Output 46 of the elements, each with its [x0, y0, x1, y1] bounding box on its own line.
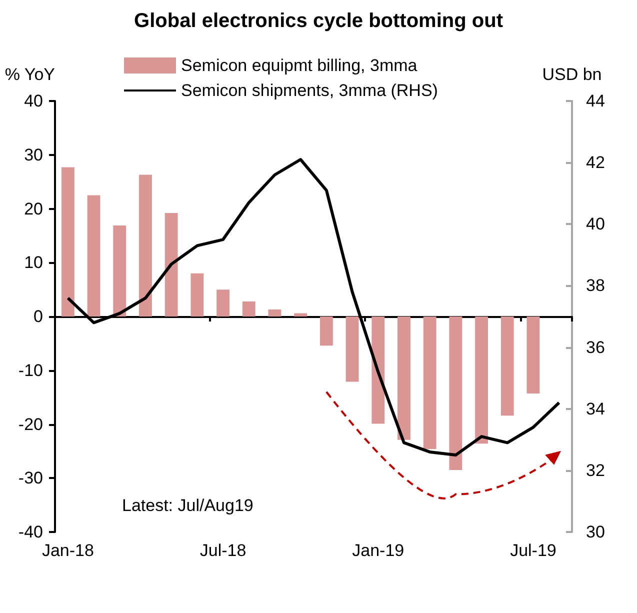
bar	[475, 316, 488, 444]
y2-tick-label: 42	[586, 153, 605, 172]
bar	[61, 167, 74, 316]
bar	[190, 273, 204, 316]
y-tick-label: 30	[24, 145, 43, 164]
bar	[449, 316, 462, 470]
bar	[164, 213, 178, 316]
y-tick-label: 10	[24, 253, 43, 272]
y-tick-label: 40	[24, 92, 43, 110]
y2-tick-label: 30	[586, 522, 605, 542]
x-tick-label: Jan-18	[42, 541, 94, 560]
chart-title: Global electronics cycle bottoming out	[134, 10, 504, 32]
y-tick-label: 0	[34, 307, 43, 326]
annotation: Latest: Jul/Aug19	[122, 496, 254, 515]
legend-label: Semicon equipmt billing, 3mma	[181, 56, 418, 75]
bar	[242, 301, 256, 316]
y2-axis-title: USD bn	[542, 65, 602, 84]
y2-tick-label: 36	[586, 338, 605, 357]
y-tick-label: -40	[18, 522, 43, 542]
y2-tick-label: 32	[586, 460, 605, 480]
x-tick-label: Jan-19	[352, 541, 404, 560]
bar	[320, 316, 333, 346]
y-tick-label: -10	[18, 360, 43, 380]
bar	[526, 316, 540, 394]
y2-tick-label: 34	[586, 399, 605, 418]
y-tick-label: -30	[18, 468, 43, 488]
bar	[398, 316, 410, 440]
y2-tick-label: 44	[586, 92, 605, 110]
legend-label: Semicon shipments, 3mma (RHS)	[181, 81, 438, 100]
y-axis-title: % YoY	[4, 65, 55, 84]
bar	[372, 316, 385, 424]
bar	[346, 316, 359, 382]
bar	[268, 309, 282, 316]
bar	[423, 316, 436, 450]
y-tick-label: 20	[24, 199, 43, 218]
bar	[139, 174, 152, 316]
y-tick-label: -20	[18, 414, 43, 434]
x-tick-label: Jul-19	[510, 541, 556, 560]
y2-tick-label: 38	[586, 276, 605, 296]
bar	[500, 316, 514, 416]
bar	[294, 313, 308, 316]
x-tick-label: Jul-18	[200, 541, 246, 560]
bar	[87, 195, 100, 316]
bar	[216, 290, 230, 316]
y2-tick-label: 40	[586, 214, 605, 234]
bar	[113, 225, 126, 316]
